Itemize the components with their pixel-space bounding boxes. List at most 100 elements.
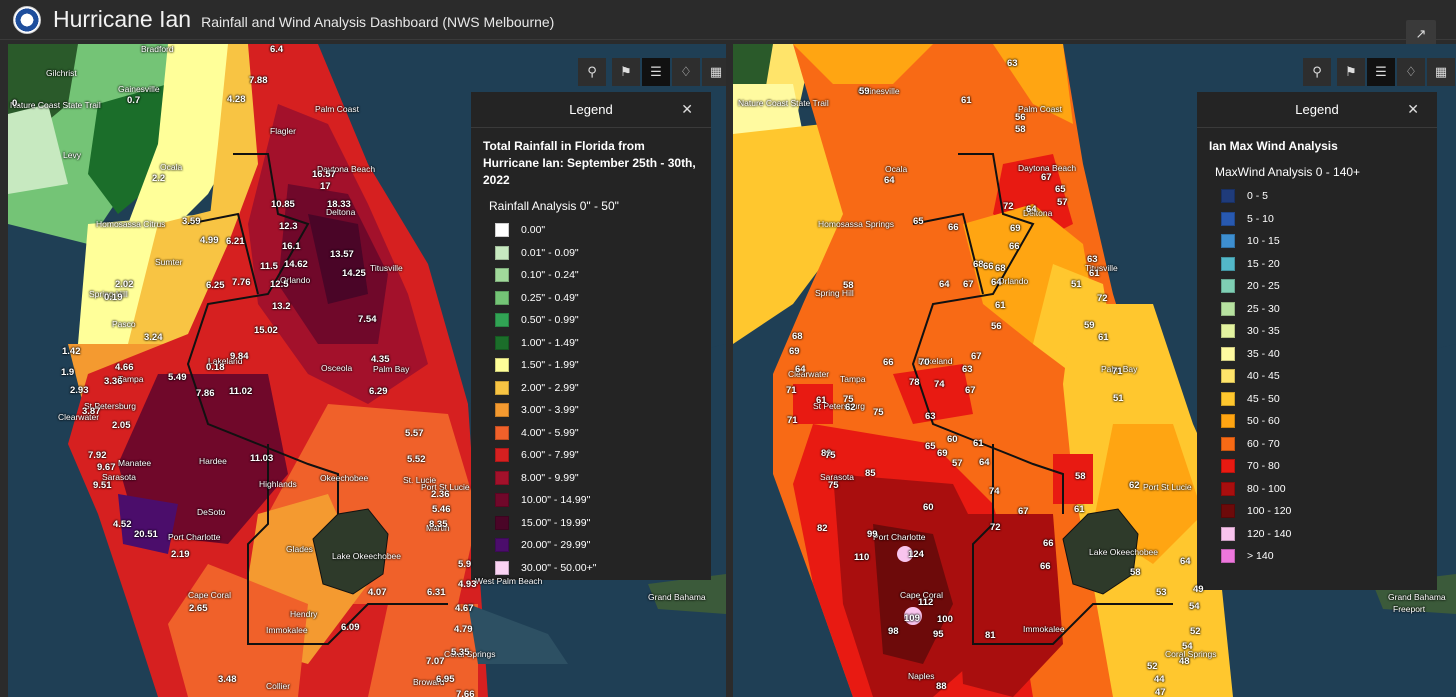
map-place-label: West Palm Beach: [475, 576, 543, 586]
map-place-label: Lakeland: [918, 356, 953, 366]
legend-item: 45 - 50: [1197, 388, 1437, 411]
map-place-label: Hardee: [199, 456, 227, 466]
legend-item: 10.00" - 14.99": [471, 489, 711, 512]
legend-item: 0.01" - 0.09": [471, 242, 711, 265]
map-value-label: 75: [873, 407, 884, 418]
legend-item: 3.00" - 3.99": [471, 399, 711, 422]
map-value-label: 3.87: [82, 406, 101, 417]
map-place-label: Deltona: [326, 207, 356, 217]
map-value-label: 2.05: [112, 420, 131, 431]
legend-item-label: 20 - 25: [1247, 280, 1280, 293]
legend-subtitle: Rainfall Analysis 0" - 50": [489, 199, 619, 213]
map-value-label: 64: [1180, 556, 1191, 567]
map-value-label: 64: [795, 364, 806, 375]
map-value-label: 71: [786, 385, 797, 396]
map-place-label: Levy: [63, 150, 81, 160]
legend-header: Legend ✕: [471, 92, 711, 128]
map-place-label: Port Charlotte: [873, 532, 926, 542]
map-place-label: Sarasota: [102, 472, 137, 482]
map-value-label: 5.9: [458, 559, 472, 570]
legend-swatch: [1221, 436, 1235, 451]
legend-swatch: [495, 313, 509, 328]
legend-header: Legend ✕: [1197, 92, 1437, 128]
legend-item-label: 80 - 100: [1247, 482, 1286, 495]
legend-button[interactable]: ☰: [1367, 58, 1395, 86]
open-external-button[interactable]: ↗: [1406, 20, 1436, 48]
wind-map-panel[interactable]: ⚲ ⚑ ☰ ♢ ▦ Legend ✕ Ian Max Wind Analysis…: [733, 44, 1456, 697]
legend-item: > 140: [1197, 545, 1437, 568]
map-value-label: 61: [995, 300, 1006, 311]
grid-icon: ▦: [1434, 64, 1448, 79]
basemap-button[interactable]: ▦: [702, 58, 726, 86]
close-icon[interactable]: ✕: [681, 101, 693, 117]
list-icon: ☰: [650, 64, 662, 79]
map-value-label: 124: [908, 549, 924, 560]
map-value-label: 13.2: [272, 301, 291, 312]
legend-title: Total Rainfall in Florida from Hurricane…: [483, 139, 696, 187]
layers-button[interactable]: ♢: [672, 58, 700, 86]
legend-item-label: 0.50" - 0.99": [521, 314, 579, 327]
legend-swatch: [1221, 526, 1235, 541]
map-place-label: Immokalee: [266, 625, 308, 635]
map-value-label: 67: [1018, 506, 1029, 517]
map-value-label: 65: [1055, 184, 1066, 195]
map-value-label: 88: [936, 681, 947, 692]
search-button[interactable]: ⚲: [578, 58, 606, 86]
search-button[interactable]: ⚲: [1303, 58, 1331, 86]
legend-item: 10 - 15: [1197, 230, 1437, 253]
legend-item: 8.00" - 9.99": [471, 467, 711, 490]
map-value-label: 66: [1043, 538, 1054, 549]
map-value-label: 7.07: [426, 656, 445, 667]
legend-swatch: [495, 290, 509, 305]
legend-item-label: 15.00" - 19.99": [521, 516, 591, 529]
rainfall-map-panel[interactable]: ⚲ ⚑ ☰ ♢ ▦ Legend ✕ Total Rainfall in Flo…: [8, 44, 726, 697]
legend-button[interactable]: ☰: [642, 58, 670, 86]
map-value-label: 66: [1009, 241, 1020, 252]
map-value-label: 69: [937, 448, 948, 459]
map-value-label: 65: [925, 441, 936, 452]
bookmark-button[interactable]: ⚑: [1337, 58, 1365, 86]
map-value-label: 71: [1112, 366, 1123, 377]
map-value-label: 7.92: [88, 450, 107, 461]
close-icon[interactable]: ✕: [1407, 101, 1419, 117]
map-value-label: 66: [1040, 561, 1051, 572]
map-value-label: 20.51: [134, 529, 158, 540]
bookmark-button[interactable]: ⚑: [612, 58, 640, 86]
legend-swatch: [495, 470, 509, 485]
map-value-label: 58: [1130, 567, 1141, 578]
map-place-label: Nature Coast State Trail: [738, 98, 829, 108]
map-value-label: 3.24: [144, 332, 163, 343]
map-value-label: 58: [843, 280, 854, 291]
legend-item-label: > 140: [1247, 550, 1274, 563]
map-value-label: 2.19: [171, 549, 190, 560]
legend-item-label: 25 - 30: [1247, 302, 1280, 315]
map-place-label: Palm Coast: [1018, 104, 1062, 114]
basemap-button[interactable]: ▦: [1427, 58, 1455, 86]
map-place-label: Osceola: [321, 363, 353, 373]
map-value-label: 66: [948, 222, 959, 233]
legend-item: 20.00" - 29.99": [471, 534, 711, 557]
legend-items: 0.00" 0.01" - 0.09" 0.10" - 0.24" 0.25" - 0…: [471, 219, 711, 579]
map-place-label: Port St Lucie: [1143, 482, 1192, 492]
legend-item-label: 1.50" - 1.99": [521, 359, 579, 372]
map-place-label: Okeechobee: [320, 473, 369, 483]
legend-swatch: [1221, 324, 1235, 339]
map-value-label: 52: [1147, 661, 1158, 672]
layers-button[interactable]: ♢: [1397, 58, 1425, 86]
map-value-label: 6.29: [369, 386, 388, 397]
page-subtitle: Rainfall and Wind Analysis Dashboard (NW…: [201, 13, 555, 30]
map-value-label: 61: [1089, 268, 1100, 279]
map-value-label: 62: [845, 402, 856, 413]
map-value-label: 67: [963, 279, 974, 290]
page-title: Hurricane Ian: [53, 6, 192, 32]
map-place-label: Grand Bahama: [648, 592, 706, 602]
legend-item: 30.00" - 50.00+": [471, 557, 711, 580]
legend-items: 0 - 5 5 - 10 10 - 15 15 - 20 20 - 25 25 - 30 3…: [1197, 185, 1437, 568]
map-place-label: Gainesville: [118, 84, 160, 94]
map-value-label: 12.3: [279, 221, 298, 232]
map-place-label: Clearwater: [58, 412, 100, 422]
legend-item-label: 4.00" - 5.99": [521, 426, 579, 439]
map-value-label: 75: [843, 394, 854, 405]
legend-item: 25 - 30: [1197, 298, 1437, 321]
map-value-label: 44: [1154, 674, 1165, 685]
